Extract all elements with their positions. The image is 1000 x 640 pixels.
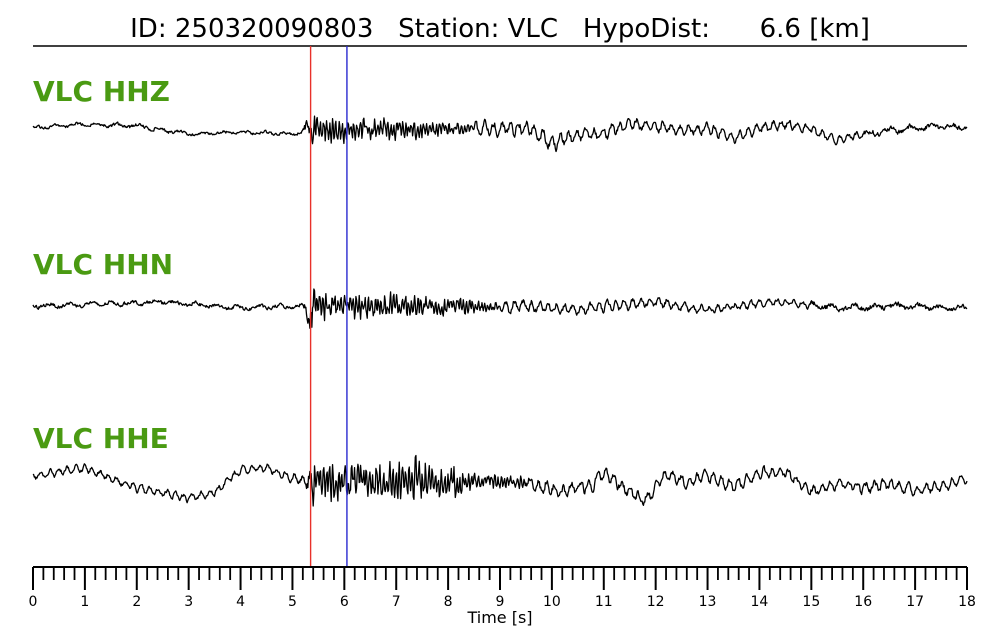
title-hypodist-value: 6.6: [760, 14, 801, 44]
x-tick-label: 18: [958, 594, 976, 610]
x-tick-label: 3: [184, 594, 193, 610]
title-hypodist-unit: [km]: [809, 14, 870, 44]
x-tick-label: 14: [751, 594, 769, 610]
x-tick-label: 8: [444, 594, 453, 610]
x-tick-label: 9: [496, 594, 505, 610]
x-axis-title: Time [s]: [466, 608, 532, 627]
trace-label-hhe: VLC HHE: [33, 422, 169, 455]
x-tick-label: 0: [29, 594, 38, 610]
x-tick-label: 4: [236, 594, 245, 610]
trace-group: [32, 115, 968, 507]
title-station-value: VLC: [508, 14, 558, 44]
title-hypodist-label: HypoDist:: [583, 14, 710, 44]
trace-label-hhn: VLC HHN: [33, 248, 173, 281]
x-tick-label: 15: [802, 594, 820, 610]
x-tick-label: 16: [854, 594, 872, 610]
x-tick-label: 2: [132, 594, 141, 610]
x-tick-label: 13: [699, 594, 717, 610]
x-tick-label: 5: [288, 594, 297, 610]
trace-hhn: [32, 288, 968, 329]
x-tick-label: 10: [543, 594, 561, 610]
x-tick-label: 1: [80, 594, 89, 610]
x-tick-label: 17: [906, 594, 924, 610]
x-tick-label: 12: [647, 594, 665, 610]
title-id-value: 250320090803: [175, 14, 374, 44]
title-id-label: ID:: [130, 14, 166, 44]
x-axis: 0 1 2 3 4 5 6 7 8 9 10 11 12 13 14 15 16 17 18: [29, 566, 976, 610]
title-station-label: Station:: [398, 14, 499, 44]
chart-title: ID: 250320090803 Station: VLC HypoDist: …: [130, 14, 870, 44]
x-tick-label: 11: [595, 594, 613, 610]
trace-label-hhz: VLC HHZ: [33, 75, 170, 108]
trace-hhe: [32, 454, 968, 507]
trace-hhz: [32, 115, 968, 153]
x-tick-label: 6: [340, 594, 349, 610]
x-tick-label: 7: [392, 594, 401, 610]
